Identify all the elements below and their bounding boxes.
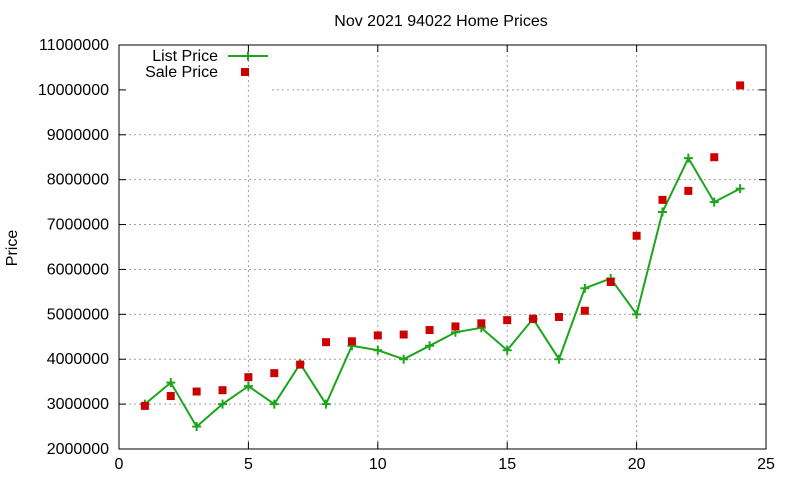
sale-price-point bbox=[192, 387, 201, 396]
x-tick-label: 0 bbox=[115, 456, 124, 473]
list-price-point bbox=[554, 354, 564, 364]
legend-label-sale-price: Sale Price bbox=[145, 64, 218, 81]
y-tick-label: 11000000 bbox=[39, 37, 109, 54]
list-price-point bbox=[683, 153, 693, 163]
sale-price-point bbox=[322, 338, 331, 347]
list-price-point bbox=[709, 197, 719, 207]
series-layer bbox=[140, 81, 745, 432]
plot-frame bbox=[118, 44, 767, 450]
sale-price-point bbox=[710, 153, 719, 162]
legend: List Price Sale Price bbox=[145, 48, 268, 81]
list-price-point bbox=[166, 378, 176, 388]
list-price-point bbox=[218, 399, 228, 409]
list-price-point bbox=[192, 422, 202, 432]
sale-price-point bbox=[373, 331, 382, 340]
y-tick-label: 3000000 bbox=[47, 396, 109, 413]
y-tick-label: 6000000 bbox=[47, 261, 109, 278]
list-price-point bbox=[425, 341, 435, 351]
list-price-point bbox=[243, 381, 253, 391]
axes: 0 5 10 15 20 25 2000000 3000000 4000000 5000000 60… bbox=[38, 37, 775, 473]
sale-price-point bbox=[684, 186, 693, 195]
list-price-point bbox=[657, 207, 667, 217]
x-tick-label: 15 bbox=[498, 456, 516, 473]
list-price-point bbox=[735, 184, 745, 194]
x-tick-label: 20 bbox=[628, 456, 646, 473]
legend-label-list-price: List Price bbox=[152, 48, 218, 65]
sale-price-point bbox=[554, 313, 563, 322]
sale-price-point bbox=[503, 316, 512, 325]
chart-title: Nov 2021 94022 Home Prices bbox=[334, 13, 547, 30]
sale-price-point bbox=[658, 195, 667, 204]
sale-price-point bbox=[166, 392, 175, 401]
sale-price-point bbox=[140, 401, 149, 410]
legend-marker-sale-price bbox=[241, 68, 249, 76]
y-tick-label: 7000000 bbox=[47, 217, 109, 234]
y-tick-label: 10000000 bbox=[38, 82, 109, 99]
y-axis-label: Price bbox=[4, 230, 21, 267]
y-tick-label: 2000000 bbox=[47, 441, 109, 458]
sale-price-point bbox=[347, 337, 356, 346]
sale-price-point bbox=[425, 326, 434, 335]
list-price-point bbox=[269, 399, 279, 409]
list-price-point bbox=[321, 399, 331, 409]
sale-price-point bbox=[244, 373, 253, 382]
list-price-point bbox=[632, 309, 642, 319]
sale-price-point bbox=[632, 231, 641, 240]
list-price-point bbox=[373, 345, 383, 355]
sale-price-point bbox=[270, 369, 279, 378]
sale-price-point bbox=[399, 330, 408, 339]
sale-price-point bbox=[529, 314, 538, 323]
sale-price-point bbox=[477, 319, 486, 328]
y-tick-label: 5000000 bbox=[47, 306, 109, 323]
list-price-line bbox=[144, 155, 741, 429]
y-tick-label: 8000000 bbox=[47, 172, 109, 189]
list-price-point bbox=[502, 345, 512, 355]
x-tick-label: 5 bbox=[244, 456, 253, 473]
x-tick-label: 10 bbox=[369, 456, 387, 473]
legend-marker-list-price bbox=[243, 51, 253, 61]
sale-price-point bbox=[451, 322, 460, 331]
y-tick-label: 9000000 bbox=[47, 127, 109, 144]
sale-price-point bbox=[736, 81, 745, 90]
sale-price-point bbox=[218, 386, 227, 395]
x-tick-label: 25 bbox=[757, 456, 775, 473]
list-price-point bbox=[399, 354, 409, 364]
sale-price-point bbox=[606, 278, 615, 287]
y-tick-label: 4000000 bbox=[47, 351, 109, 368]
sale-price-point bbox=[580, 306, 589, 315]
list-price-point bbox=[580, 283, 590, 293]
sale-price-point bbox=[296, 360, 305, 369]
grid-lines bbox=[119, 45, 766, 449]
